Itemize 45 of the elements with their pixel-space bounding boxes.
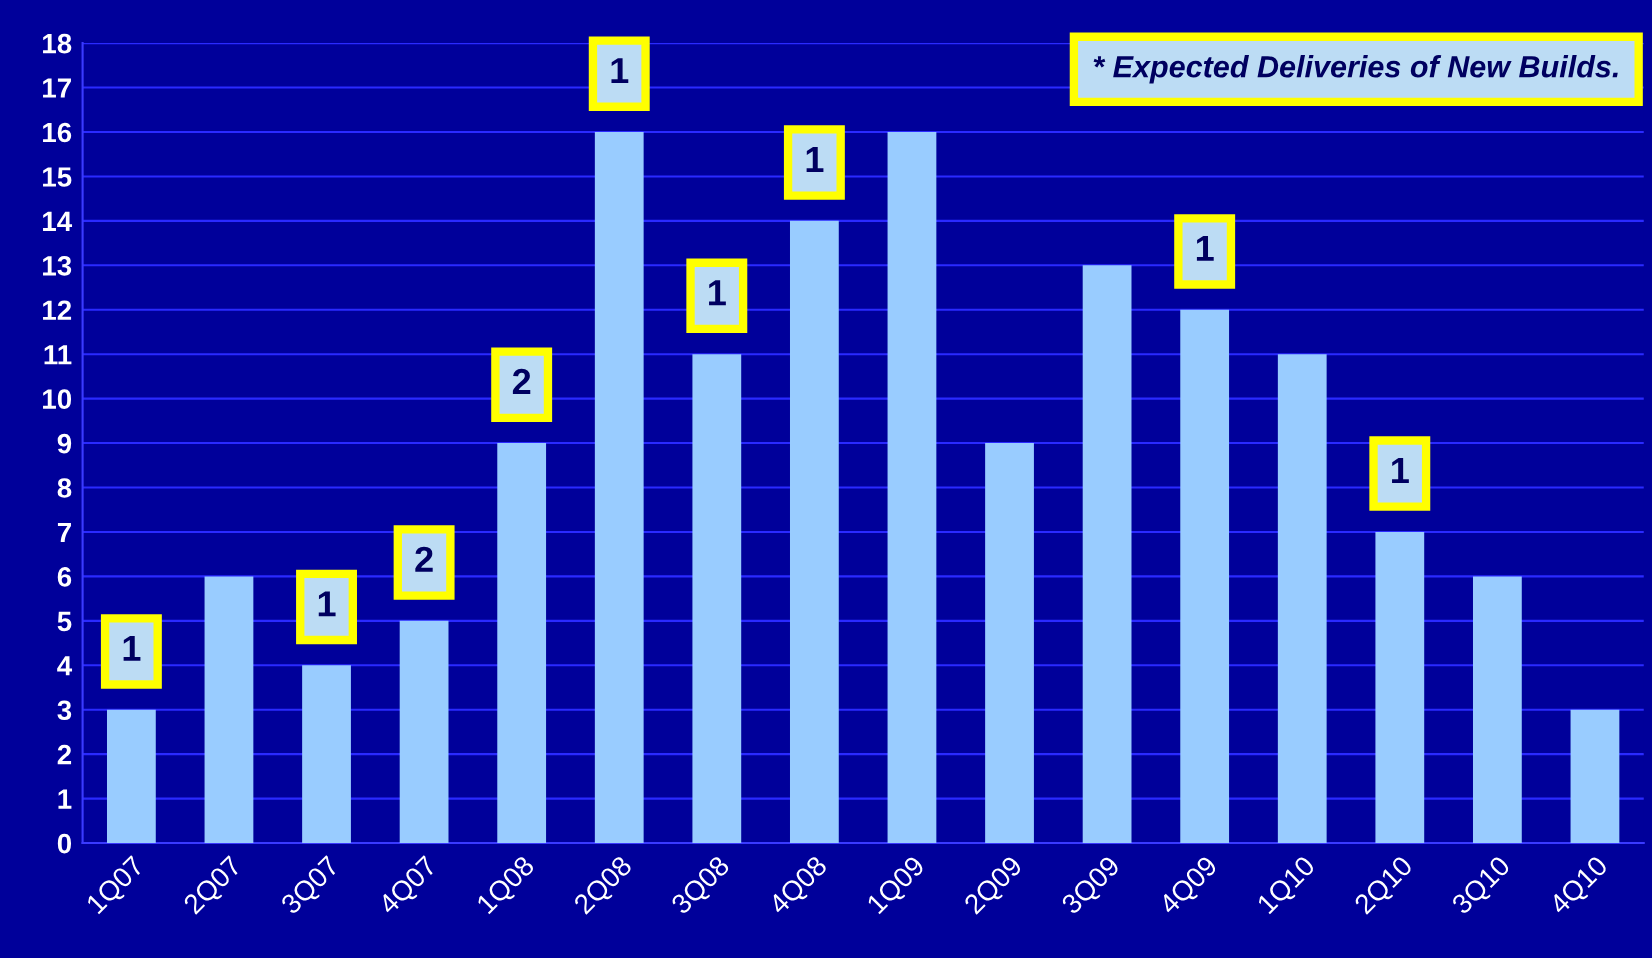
bar	[1180, 309, 1230, 844]
bar	[1375, 531, 1425, 844]
bar	[692, 354, 742, 844]
y-tick-label: 12	[43, 300, 72, 320]
bar	[789, 220, 839, 844]
annotation: 1	[318, 591, 336, 617]
y-tick-label: 5	[57, 611, 72, 632]
y-tick-label: 7	[57, 522, 71, 543]
annotation: 2	[415, 546, 433, 572]
bar	[985, 443, 1034, 844]
y-tick-label: 15	[43, 167, 72, 187]
y-tick-label: 11	[44, 345, 72, 365]
y-tick-label: 17	[43, 78, 71, 98]
y-tick-label: 3	[57, 700, 72, 721]
y-tick-label: 14	[43, 211, 73, 231]
y-tick-label: 1	[58, 789, 72, 809]
y-tick-label: 9	[57, 433, 72, 454]
y-tick-label: 6	[57, 567, 72, 587]
bar	[106, 709, 156, 844]
y-tick-label: 16	[43, 122, 72, 143]
bar	[1570, 709, 1620, 844]
annotation: 1	[1392, 458, 1409, 483]
y-tick-label: 0	[57, 833, 72, 854]
y-tick-label: 18	[43, 33, 72, 54]
bar	[302, 665, 351, 844]
y-tick-label: 13	[43, 255, 72, 276]
annotation: * Expected Deliveries of New Builds.	[1093, 55, 1618, 84]
bar	[1277, 354, 1327, 844]
annotation: 1	[709, 280, 726, 306]
bar	[497, 443, 547, 844]
y-tick-label: 10	[43, 389, 72, 409]
bar	[204, 576, 254, 844]
bar	[399, 620, 449, 844]
bar	[594, 131, 644, 844]
bar	[887, 131, 937, 844]
annotation: 1	[806, 147, 824, 172]
y-tick-label: 4	[57, 656, 73, 676]
y-tick-label: 2	[57, 744, 72, 765]
annotation: 2	[512, 368, 531, 395]
y-tick-label: 8	[57, 478, 72, 498]
annotation: 1	[1196, 235, 1214, 261]
annotation: 1	[611, 58, 629, 83]
annotation: 1	[123, 635, 141, 661]
bar	[1082, 265, 1132, 844]
bar	[1472, 576, 1522, 844]
